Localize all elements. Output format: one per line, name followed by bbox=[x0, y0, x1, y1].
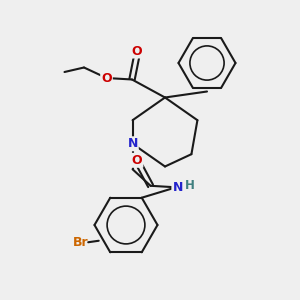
Text: Br: Br bbox=[73, 236, 88, 249]
Text: O: O bbox=[101, 71, 112, 85]
Text: N: N bbox=[128, 137, 138, 150]
Text: H: H bbox=[184, 179, 194, 192]
Text: O: O bbox=[132, 154, 142, 167]
Text: N: N bbox=[172, 181, 183, 194]
Text: O: O bbox=[131, 44, 142, 58]
